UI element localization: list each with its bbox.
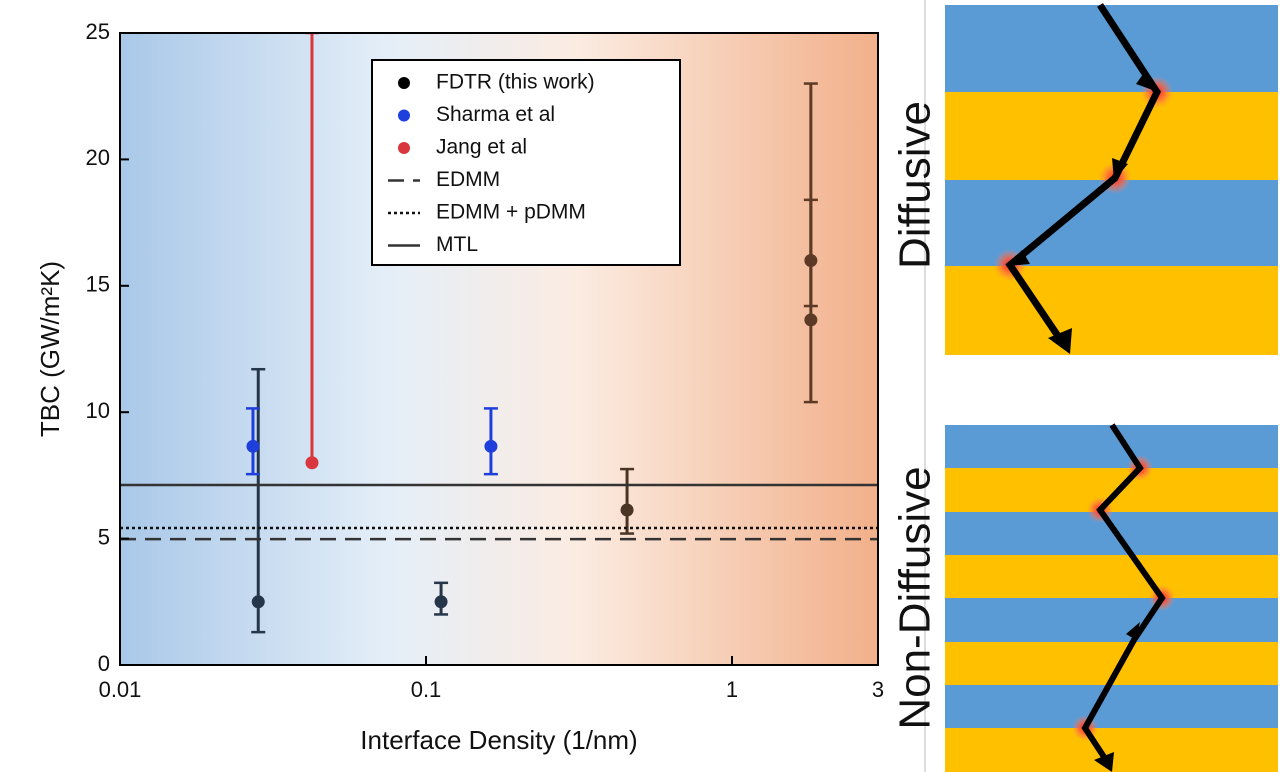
y-tick-label: 10 bbox=[86, 398, 110, 423]
x-tick-label: 0.1 bbox=[411, 677, 442, 702]
plot-frame bbox=[119, 32, 879, 666]
legend-label: Sharma et al bbox=[436, 103, 555, 126]
x-tick-label: 1 bbox=[726, 677, 738, 702]
x-tick-label: 0.01 bbox=[99, 677, 142, 702]
data-point bbox=[484, 439, 498, 453]
y-tick-label: 25 bbox=[86, 19, 110, 44]
legend-label: FDTR (this work) bbox=[436, 71, 595, 94]
arrowhead bbox=[1136, 70, 1158, 92]
legend-label: EDMM + pDMM bbox=[436, 201, 586, 224]
layer bbox=[945, 685, 1278, 728]
y-tick-label: 15 bbox=[86, 272, 110, 297]
layer bbox=[945, 180, 1278, 266]
arrowhead bbox=[1112, 158, 1128, 180]
y-tick-label: 20 bbox=[86, 145, 110, 170]
data-point bbox=[620, 503, 634, 517]
data-point bbox=[804, 313, 818, 327]
y-tick-label: 5 bbox=[98, 524, 110, 549]
data-point bbox=[305, 456, 319, 470]
x-tick-label: 3 bbox=[872, 677, 884, 702]
diffusive-diagram bbox=[945, 3, 1278, 355]
y-tick-label: 0 bbox=[98, 651, 110, 676]
data-point bbox=[251, 595, 265, 609]
layer bbox=[945, 598, 1278, 642]
legend-label: EDMM bbox=[436, 168, 500, 191]
arrowhead bbox=[1048, 328, 1072, 354]
non-diffusive-diagram bbox=[945, 423, 1278, 772]
layer bbox=[945, 425, 1278, 468]
panel-label: Diffusive bbox=[891, 101, 940, 269]
layer bbox=[945, 555, 1278, 598]
legend-label: Jang et al bbox=[436, 136, 527, 159]
legend-swatch bbox=[398, 142, 410, 154]
plot-area bbox=[120, 33, 878, 634]
legend-swatch bbox=[398, 109, 410, 122]
legend-box bbox=[371, 59, 681, 266]
data-point bbox=[434, 595, 448, 609]
legend-label: MTL bbox=[436, 233, 478, 256]
layer bbox=[945, 266, 1278, 355]
legend: FDTR (this work) Sharma et al Jang et al ED… bbox=[371, 59, 681, 266]
panel-label: Non-Diffusive bbox=[891, 466, 940, 729]
x-axis-label: Interface Density (1/nm) bbox=[360, 725, 637, 755]
legend-swatch bbox=[398, 77, 410, 89]
arrowhead bbox=[1008, 250, 1030, 266]
layer bbox=[945, 512, 1278, 555]
phonon-path bbox=[1081, 423, 1166, 762]
y-axis-label: TBC (GW/m²K) bbox=[35, 261, 65, 437]
arrowhead bbox=[1094, 752, 1114, 772]
arrowhead bbox=[1126, 622, 1140, 640]
data-point bbox=[246, 439, 260, 453]
axes: 0 5 10 15 20 25 0.01 0.1 1 3 bbox=[86, 19, 885, 702]
